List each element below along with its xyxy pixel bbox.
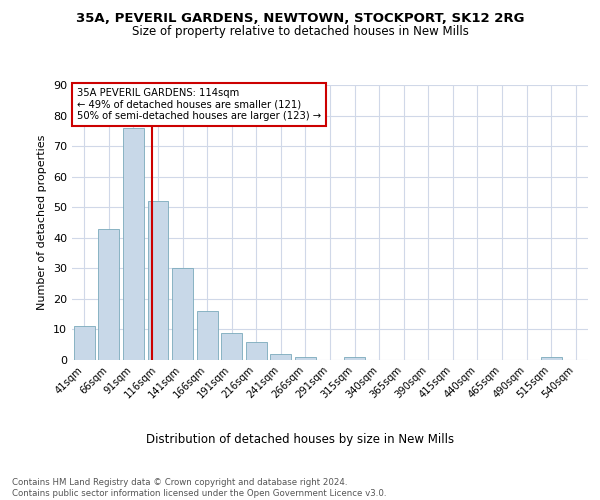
Bar <box>74 326 95 360</box>
Bar <box>295 357 316 360</box>
Bar <box>344 357 365 360</box>
Text: Distribution of detached houses by size in New Mills: Distribution of detached houses by size … <box>146 432 454 446</box>
Bar <box>148 201 169 360</box>
Bar <box>172 268 193 360</box>
Bar <box>197 311 218 360</box>
Text: 35A, PEVERIL GARDENS, NEWTOWN, STOCKPORT, SK12 2RG: 35A, PEVERIL GARDENS, NEWTOWN, STOCKPORT… <box>76 12 524 26</box>
Text: 35A PEVERIL GARDENS: 114sqm
← 49% of detached houses are smaller (121)
50% of se: 35A PEVERIL GARDENS: 114sqm ← 49% of det… <box>77 88 321 121</box>
Bar <box>221 332 242 360</box>
Y-axis label: Number of detached properties: Number of detached properties <box>37 135 47 310</box>
Bar <box>98 228 119 360</box>
Bar <box>541 357 562 360</box>
Bar <box>246 342 267 360</box>
Text: Size of property relative to detached houses in New Mills: Size of property relative to detached ho… <box>131 25 469 38</box>
Bar <box>123 128 144 360</box>
Bar <box>271 354 292 360</box>
Text: Contains HM Land Registry data © Crown copyright and database right 2024.
Contai: Contains HM Land Registry data © Crown c… <box>12 478 386 498</box>
